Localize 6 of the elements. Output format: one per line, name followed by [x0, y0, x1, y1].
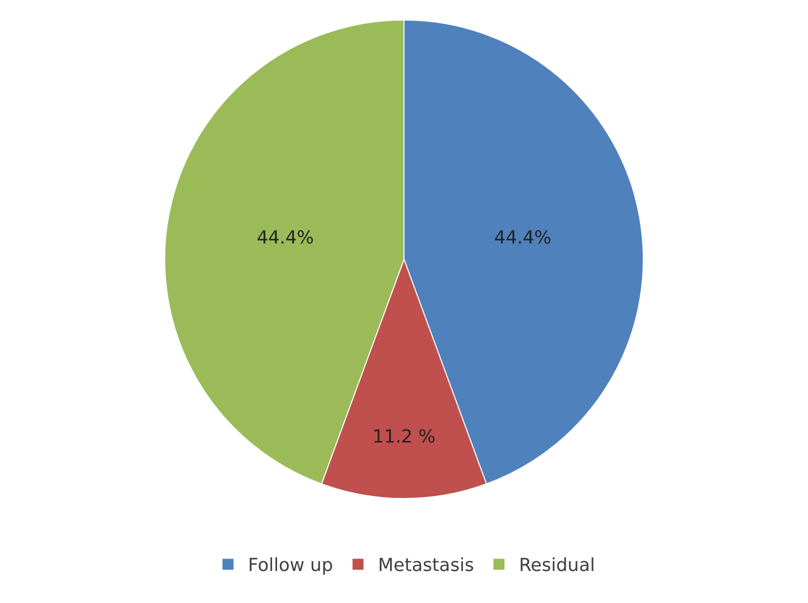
data-label: 11.2 %: [372, 426, 436, 448]
legend-label: Follow up: [248, 555, 334, 576]
data-label: 44.4%: [494, 228, 552, 249]
data-label: 44.4%: [256, 228, 314, 249]
legend-label: Metastasis: [378, 555, 474, 576]
legend-label: Residual: [518, 555, 595, 576]
